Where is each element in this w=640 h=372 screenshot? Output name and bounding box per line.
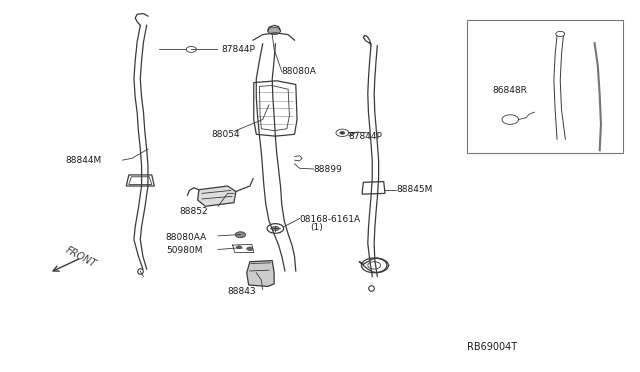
Circle shape <box>271 226 279 231</box>
Circle shape <box>236 232 246 238</box>
Text: 88852: 88852 <box>180 207 209 217</box>
Text: 50980M: 50980M <box>166 246 202 255</box>
Text: 88843: 88843 <box>228 288 256 296</box>
Circle shape <box>246 247 253 251</box>
Text: 86848R: 86848R <box>492 86 527 94</box>
Circle shape <box>268 27 280 35</box>
Text: (1): (1) <box>310 223 323 232</box>
Circle shape <box>237 246 242 249</box>
Text: 87844P: 87844P <box>221 45 255 54</box>
Polygon shape <box>246 260 274 286</box>
Circle shape <box>340 131 345 134</box>
Text: 88845M: 88845M <box>396 185 433 194</box>
Text: 88844M: 88844M <box>65 155 101 165</box>
Text: RB69004T: RB69004T <box>467 341 516 352</box>
Text: 08168-6161A: 08168-6161A <box>300 215 361 224</box>
Text: FRONT: FRONT <box>64 245 98 269</box>
Polygon shape <box>198 186 236 206</box>
Text: 88899: 88899 <box>314 165 342 174</box>
Text: 88080A: 88080A <box>282 67 317 76</box>
Text: 88080AA: 88080AA <box>166 233 207 242</box>
Text: 88054: 88054 <box>212 130 240 139</box>
Text: 87844P: 87844P <box>349 132 383 141</box>
